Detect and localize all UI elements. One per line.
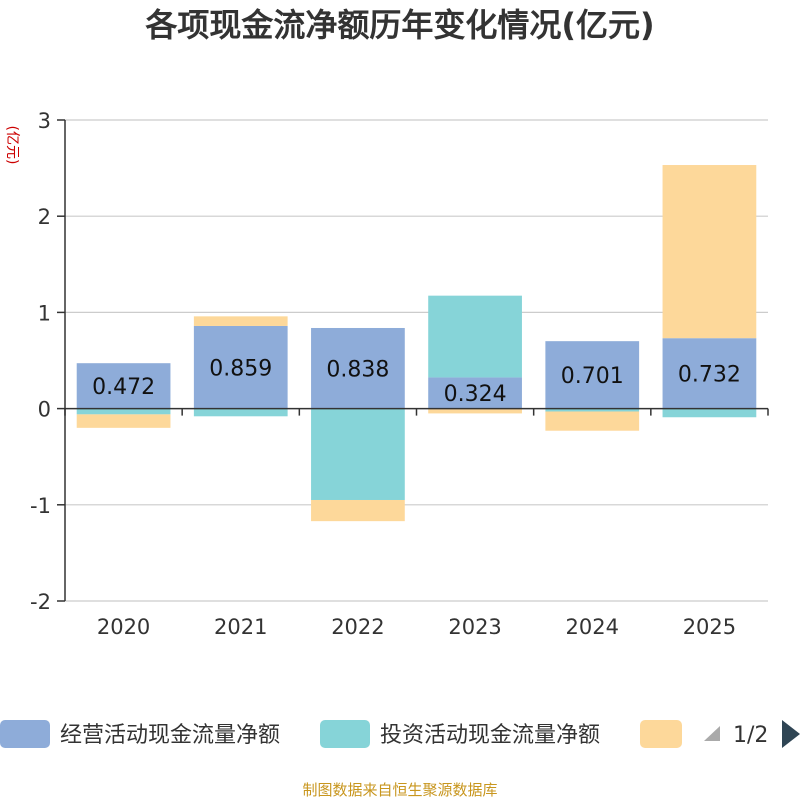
bar-2022-series-0[interactable]	[311, 327, 405, 409]
y-tick-label: -2	[30, 590, 51, 614]
bar-2021-series-1[interactable]	[193, 408, 288, 417]
legend-swatch-financing[interactable]	[640, 720, 682, 748]
bar-2022-series-2[interactable]	[311, 499, 405, 522]
x-tick-label: 2021	[214, 615, 267, 639]
legend-label-investing[interactable]: 投资活动现金流量净额	[380, 723, 600, 748]
chart-title: 各项现金流净额历年变化情况(亿元)	[145, 6, 654, 44]
bar-2021-series-0[interactable]	[193, 325, 288, 409]
data-source-note: 制图数据来自恒生聚源数据库	[302, 781, 497, 799]
bar-2023-series-0[interactable]	[428, 377, 522, 409]
bar-2021-series-2[interactable]	[193, 316, 288, 326]
y-tick-label: 3	[38, 109, 51, 133]
y-tick-label: 1	[38, 301, 51, 325]
bar-2025-series-1[interactable]	[662, 408, 757, 418]
bar-2023-series-1[interactable]	[428, 295, 522, 378]
data-label: 0.324	[444, 382, 507, 407]
data-labels: 0.472 0.859 0.838 0.324 0.701 0.732	[92, 356, 741, 407]
legend-next-page-icon[interactable]	[782, 720, 800, 748]
x-tick-label: 2023	[448, 615, 501, 639]
x-tick-label: 2020	[97, 615, 150, 639]
bar-2023-series-2[interactable]	[428, 408, 522, 414]
legend-label-operating[interactable]: 经营活动现金流量净额	[60, 723, 280, 748]
bar-2020-series-1[interactable]	[76, 408, 171, 415]
data-label: 0.732	[678, 362, 741, 387]
bar-2024-series-1[interactable]	[545, 408, 640, 412]
y-tick-label: -1	[30, 494, 51, 518]
legend-swatch-investing[interactable]	[320, 720, 370, 748]
bar-2020-series-2[interactable]	[76, 414, 171, 428]
grid	[65, 119, 768, 602]
bar-2025-series-0[interactable]	[662, 338, 757, 409]
data-label: 0.838	[326, 357, 389, 382]
bar-2024-series-2[interactable]	[545, 411, 640, 431]
bar-2024-series-0[interactable]	[545, 341, 640, 409]
legend-swatch-operating[interactable]	[0, 720, 50, 748]
y-tick-label: 2	[38, 205, 51, 229]
x-tick-label: 2024	[566, 615, 619, 639]
bars	[76, 165, 757, 522]
y-tick-label: 0	[38, 398, 51, 422]
x-tick-label: 2022	[331, 615, 384, 639]
bar-2025-series-2[interactable]	[662, 165, 757, 339]
x-tick-label: 2025	[683, 615, 736, 639]
legend: 经营活动现金流量净额 投资活动现金流量净额 1/2	[0, 720, 800, 748]
bar-2022-series-1[interactable]	[311, 408, 405, 500]
data-label: 0.859	[209, 356, 272, 381]
axes: 3 2 1 0 -1 -2 2020 2021 2022 2023 2024 2025	[30, 109, 769, 639]
data-label: 0.472	[92, 375, 155, 400]
bar-2020-series-0[interactable]	[76, 363, 171, 409]
data-label: 0.701	[561, 364, 624, 389]
legend-prev-page-icon[interactable]	[704, 726, 720, 741]
legend-page-indicator: 1/2	[733, 723, 768, 748]
y-axis-label: (亿元)	[4, 126, 20, 165]
